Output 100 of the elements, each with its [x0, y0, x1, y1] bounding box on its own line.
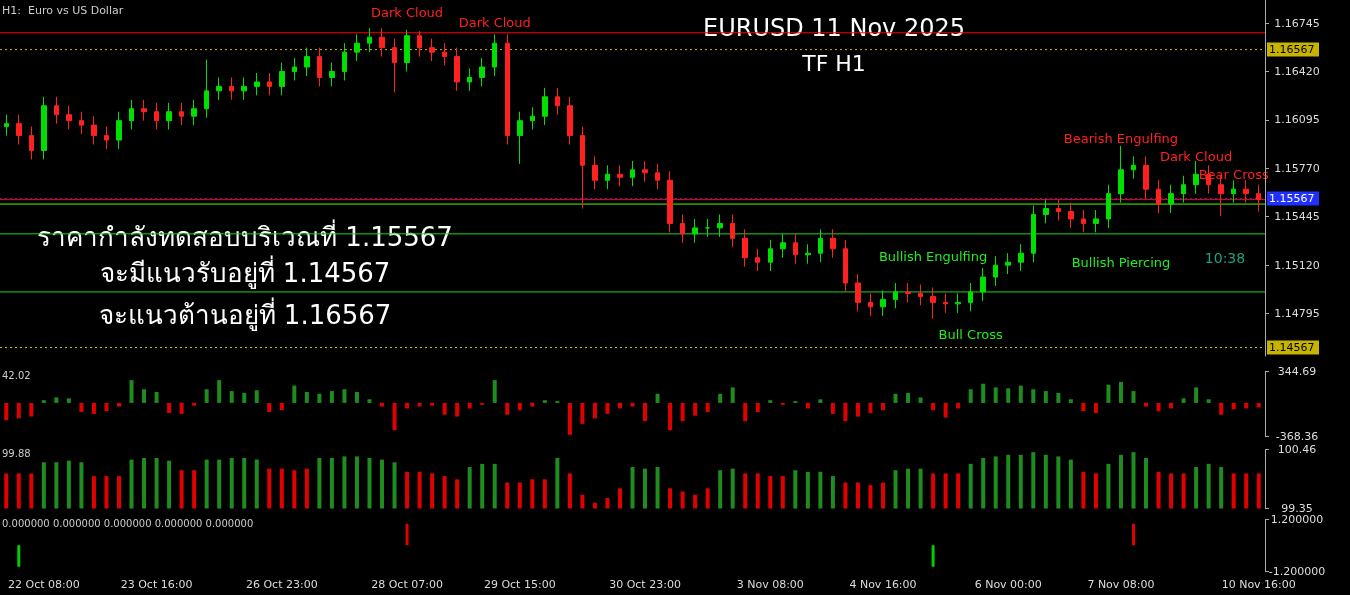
bar: [906, 392, 911, 403]
bar: [66, 398, 71, 403]
bar: [605, 402, 610, 414]
y-tick-label: -368.36: [1275, 430, 1319, 443]
bar: [542, 400, 547, 403]
bar: [1131, 391, 1136, 403]
bar: [530, 402, 535, 407]
bar: [417, 402, 422, 407]
bar: [4, 402, 9, 421]
annotation: 0.000000 0.000000 0.000000 0.000000 0.000000: [2, 517, 254, 529]
candlestick: [1156, 179, 1161, 214]
candlestick: [642, 160, 648, 183]
bar: [29, 402, 34, 417]
bar: [116, 402, 121, 407]
x-tick-label: 4 Nov 16:00: [849, 578, 917, 591]
candlestick: [1018, 243, 1024, 272]
bar: [104, 402, 109, 412]
bar: [567, 402, 572, 435]
candlestick: [567, 96, 573, 145]
candlestick: [692, 218, 698, 244]
candlestick: [16, 114, 22, 145]
bar: [680, 402, 685, 422]
candlestick: [1106, 184, 1111, 229]
candlestick: [116, 111, 122, 150]
bar: [768, 400, 773, 403]
candlestick: [329, 62, 335, 87]
candlestick: [154, 102, 159, 131]
bar: [1118, 381, 1123, 403]
candlestick: [980, 267, 986, 302]
candlestick: [292, 57, 297, 81]
y-tick-label: 99.35: [1281, 502, 1313, 515]
bar: [304, 391, 309, 403]
candlestick: [805, 243, 811, 265]
x-tick-label: 7 Nov 08:00: [1087, 578, 1155, 591]
bar: [467, 402, 472, 409]
candlestick: [91, 115, 97, 145]
x-tick-label: 28 Oct 07:00: [371, 578, 443, 591]
ref-line-label: 1.14567: [1269, 341, 1315, 355]
candlestick: [1031, 205, 1036, 263]
annotation: 99.88: [2, 447, 31, 459]
bar: [142, 389, 147, 403]
candlestick: [630, 160, 635, 187]
candlestick: [379, 27, 385, 58]
candlestick: [667, 170, 673, 233]
x-tick-label: 26 Oct 23:00: [245, 578, 318, 591]
candlestick: [542, 87, 548, 126]
bar: [805, 402, 810, 409]
candlestick: [442, 42, 447, 67]
ref-line-label: 1.15567: [1269, 192, 1315, 206]
bar: [1018, 385, 1023, 403]
bar: [254, 390, 259, 403]
candlestick: [467, 68, 472, 92]
bar: [981, 383, 986, 403]
x-tick-label: 23 Oct 16:00: [120, 578, 193, 591]
bar: [517, 402, 522, 411]
bar: [855, 402, 860, 417]
candlestick: [141, 99, 147, 122]
annotation: Bearish Engulfing: [1063, 130, 1179, 146]
bar: [91, 402, 96, 414]
bar: [830, 402, 835, 414]
y-tick-label: 1.15445: [1274, 210, 1320, 224]
bar: [392, 402, 397, 431]
candlestick: [955, 292, 961, 314]
candlestick: [1231, 179, 1236, 204]
candlestick: [855, 273, 861, 312]
candlestick: [555, 87, 560, 116]
bar: [881, 402, 885, 411]
bar: [1006, 388, 1011, 403]
candlestick: [655, 163, 660, 190]
bar: [154, 391, 159, 403]
bar: [705, 402, 710, 413]
bar: [655, 393, 660, 403]
bar: [1231, 402, 1236, 410]
candlestick: [1005, 252, 1011, 275]
bar: [718, 393, 723, 403]
bar: [41, 400, 46, 403]
candlestick: [354, 33, 360, 62]
bar: [943, 402, 948, 418]
bar: [354, 391, 359, 403]
candlestick: [517, 111, 523, 165]
bar: [755, 402, 760, 413]
annotation: Dark Cloud: [1160, 148, 1233, 164]
bar: [743, 402, 748, 422]
candlestick: [780, 233, 786, 259]
candlestick: [179, 102, 184, 126]
bar: [1219, 402, 1224, 415]
candlestick: [1068, 202, 1074, 229]
y-tick-label: 1.16745: [1274, 16, 1320, 30]
bar: [455, 402, 460, 417]
candlestick: [1256, 184, 1261, 213]
annotation: 10:38: [1204, 250, 1246, 266]
candlestick: [191, 99, 197, 126]
annotation: Dark Cloud: [370, 4, 444, 20]
candlestick: [492, 33, 497, 77]
candlestick: [204, 59, 209, 119]
annotation: Bull Cross: [938, 326, 1003, 342]
candlestick: [229, 76, 234, 101]
bar: [367, 399, 372, 403]
candlestick: [1193, 160, 1199, 195]
candlestick: [868, 292, 873, 317]
